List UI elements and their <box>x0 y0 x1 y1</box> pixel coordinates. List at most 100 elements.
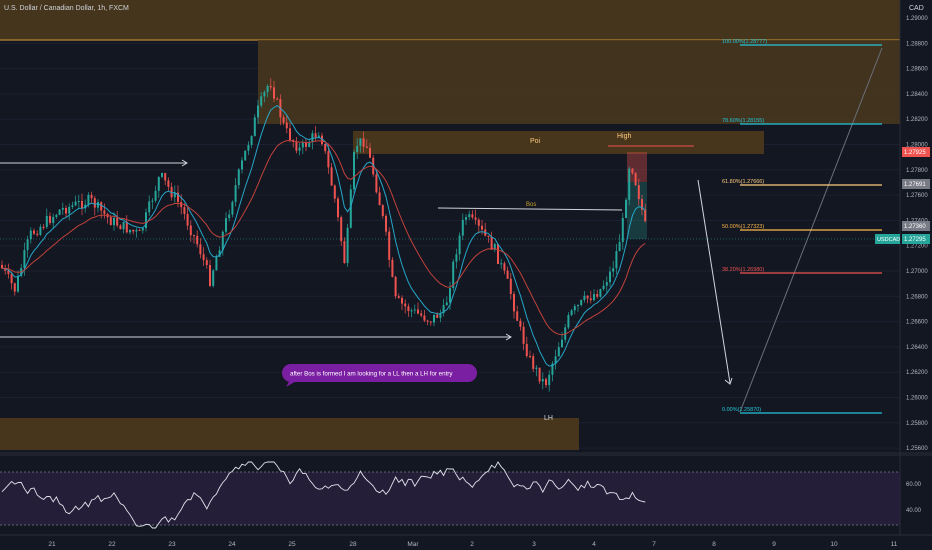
risk-box <box>627 152 647 182</box>
price-badge-label: 1.27360 <box>904 224 926 230</box>
candle-body <box>516 311 519 321</box>
candle-body <box>10 273 13 284</box>
candle-body <box>548 374 551 386</box>
time-axis-bg <box>0 535 932 550</box>
candle-body <box>468 214 471 218</box>
candle-body <box>250 136 253 145</box>
time-tick-label: 7 <box>652 541 656 548</box>
price-badge <box>902 221 930 231</box>
candle-body <box>77 200 80 202</box>
candle-body <box>577 305 579 307</box>
price-badge-label: 1.27691 <box>904 182 926 188</box>
candle-body <box>436 314 439 318</box>
bos-label: Bos <box>526 202 536 208</box>
candle-body <box>541 379 544 382</box>
candle-body <box>276 98 279 100</box>
candle-body <box>263 92 266 97</box>
candle-body <box>490 236 493 250</box>
candle-body <box>317 135 320 138</box>
candle-body <box>17 275 19 292</box>
candle-body <box>90 194 93 199</box>
candle-body <box>49 215 51 223</box>
time-tick-label: 11 <box>891 541 898 548</box>
price-tick-label: 1.25600 <box>906 446 928 452</box>
lh-label: LH <box>544 415 553 422</box>
candle-body <box>426 320 429 322</box>
candle-body <box>148 201 151 213</box>
candle-body <box>42 226 45 228</box>
candle-body <box>586 295 589 299</box>
candle-body <box>74 201 77 206</box>
candle-body <box>199 244 202 255</box>
candle-body <box>84 204 87 209</box>
candle-body <box>471 214 474 218</box>
candle-body <box>439 313 442 318</box>
candle-body <box>343 241 346 264</box>
candle-body <box>218 250 221 257</box>
price-tick-label: 1.28600 <box>906 67 928 73</box>
time-tick-label: 2 <box>470 541 474 548</box>
candle-body <box>359 138 362 146</box>
candle-body <box>237 169 240 186</box>
price-tick-label: 1.26800 <box>906 294 928 300</box>
annotation-text: after Bos is formed I am looking for a L… <box>290 371 453 378</box>
candle-body <box>33 230 35 234</box>
candle-body <box>388 231 391 260</box>
candle-body <box>61 208 64 210</box>
candle-body <box>167 180 170 187</box>
price-tick-label: 1.28800 <box>906 41 928 47</box>
time-tick-label: 9 <box>772 541 776 548</box>
price-badge <box>902 234 930 244</box>
candle-body <box>122 221 125 230</box>
candles <box>1 78 647 392</box>
candle-body <box>58 209 61 215</box>
candle-body <box>506 270 509 279</box>
candle-body <box>7 270 10 274</box>
candle-body <box>535 367 538 369</box>
candle-body <box>602 285 605 290</box>
candle-body <box>253 117 256 137</box>
candle-body <box>109 217 112 226</box>
candle-body <box>605 282 608 286</box>
candle-body <box>381 205 384 216</box>
candle-body <box>474 217 477 220</box>
candle-body <box>589 298 592 301</box>
candle-body <box>125 221 128 233</box>
candle-body <box>119 225 122 230</box>
rsi-tick-label: 60.00 <box>906 482 922 488</box>
candle-body <box>321 135 323 144</box>
candle-body <box>308 142 311 147</box>
candle-body <box>487 235 490 237</box>
candle-body <box>23 250 26 268</box>
time-tick-label: 28 <box>349 541 357 548</box>
projection-arrow-head <box>724 377 733 385</box>
candle-body <box>621 217 624 243</box>
candle-body <box>173 192 176 198</box>
price-tick-label: 1.28200 <box>906 117 928 123</box>
ema-slow-line <box>1 140 646 336</box>
candle-body <box>509 278 512 294</box>
candle-body <box>372 157 375 175</box>
candle-body <box>369 148 371 158</box>
price-tick-label: 1.27600 <box>906 193 928 199</box>
candle-body <box>561 339 563 348</box>
candle-body <box>289 128 291 141</box>
candle-body <box>637 185 640 200</box>
time-tick-label: 23 <box>168 541 176 548</box>
symbol-title[interactable]: U.S. Dollar / Canadian Dollar, 1h, FXCM <box>4 5 129 12</box>
candle-body <box>273 87 275 99</box>
candle-body <box>151 200 154 202</box>
candle-body <box>394 276 397 297</box>
candle-body <box>609 271 611 283</box>
symbol-badge <box>875 234 900 244</box>
candle-body <box>340 217 343 242</box>
poi-label: Poi <box>530 138 541 145</box>
candle-body <box>641 199 643 210</box>
candle-body <box>461 219 464 236</box>
time-tick-label: 4 <box>592 541 596 548</box>
candle-body <box>433 314 435 323</box>
price-tick-label: 1.28400 <box>906 92 928 98</box>
candle-body <box>349 189 352 228</box>
